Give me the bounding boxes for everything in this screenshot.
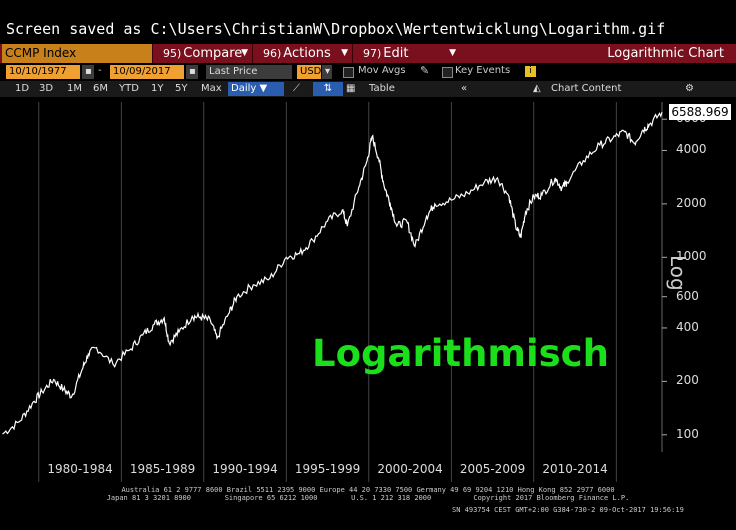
y-tick-label: 600 bbox=[676, 288, 699, 303]
menu-bar bbox=[0, 44, 736, 63]
gear-icon[interactable]: ⚙ bbox=[685, 83, 694, 94]
y-tick-label: 2000 bbox=[676, 195, 707, 210]
key-events-label: Key Events bbox=[455, 65, 511, 76]
compare-number: 95) bbox=[163, 47, 182, 60]
x-tick-label: 1990-1994 bbox=[212, 462, 278, 476]
chart-icon: ◭ bbox=[533, 83, 541, 94]
footer-line-2: Japan 81 3 3201 8900 Singapore 65 6212 1… bbox=[106, 494, 630, 502]
period-button-1d[interactable]: 1D bbox=[15, 83, 30, 94]
mov-avgs-label: Mov Avgs bbox=[358, 65, 406, 76]
chart-title: Logarithmic Chart bbox=[607, 46, 724, 61]
chart-type-icon[interactable]: ⇅ bbox=[313, 82, 343, 96]
actions-number: 96) bbox=[263, 47, 282, 60]
y-axis-title: Log bbox=[666, 255, 690, 291]
overlay-text: Logarithmisch bbox=[312, 332, 609, 375]
compare-label: Compare bbox=[183, 46, 243, 61]
y-tick-label: 400 bbox=[676, 319, 699, 334]
plot-area bbox=[0, 100, 662, 452]
collapse-icon[interactable]: « bbox=[461, 83, 468, 94]
grid bbox=[38, 102, 667, 482]
x-tick-label: 1995-1999 bbox=[294, 462, 361, 476]
period-button-3d[interactable]: 3D bbox=[39, 83, 54, 94]
period-button-max[interactable]: Max bbox=[201, 83, 222, 94]
pencil-icon[interactable]: ✎ bbox=[420, 64, 430, 77]
x-tick-label: 2005-2009 bbox=[459, 462, 526, 476]
save-notice: Screen saved as C:\Users\ChristianW\Drop… bbox=[6, 20, 666, 38]
last-value-label: 6588.969 bbox=[669, 103, 731, 120]
y-tick-label: 200 bbox=[676, 373, 699, 388]
x-tick-label: 2010-2014 bbox=[542, 462, 608, 476]
edit-button[interactable]: 97) Edit ▼ bbox=[352, 44, 460, 63]
chevron-down-icon[interactable]: ▾ bbox=[322, 65, 332, 79]
actions-label: Actions bbox=[283, 46, 331, 61]
x-tick-label: 1985-1989 bbox=[129, 462, 196, 476]
y-tick-label: 100 bbox=[676, 426, 699, 441]
currency-select[interactable]: USD bbox=[297, 65, 321, 79]
ticker-field[interactable]: CCMP Index bbox=[2, 44, 152, 63]
x-tick-label: 2000-2004 bbox=[377, 462, 443, 476]
compare-button[interactable]: 95) Compare ▼ bbox=[152, 44, 252, 63]
footer-session: SN 493754 CEST GMT+2:00 G384-730-2 09-Oc… bbox=[452, 506, 684, 514]
price-chart bbox=[2, 102, 667, 482]
chevron-down-icon: ▼ bbox=[241, 48, 248, 58]
settings-bar bbox=[0, 63, 736, 81]
frequency-select[interactable]: Daily ▼ bbox=[228, 82, 284, 96]
period-button-ytd[interactable]: YTD bbox=[119, 83, 139, 94]
start-date-field[interactable]: 10/10/1977 bbox=[6, 65, 80, 79]
end-date-field[interactable]: 10/09/2017 bbox=[110, 65, 184, 79]
period-button-1m[interactable]: 1M bbox=[67, 83, 82, 94]
edit-number: 97) bbox=[363, 47, 382, 60]
edit-label: Edit bbox=[383, 46, 409, 61]
price-line bbox=[2, 111, 663, 435]
line-chart-icon[interactable]: ⟋ bbox=[293, 83, 300, 94]
info-icon[interactable]: i bbox=[525, 66, 536, 77]
table-button[interactable]: Table bbox=[369, 83, 395, 94]
chevron-down-icon: ▼ bbox=[449, 48, 456, 58]
footer-line-1: Australia 61 2 9777 8600 Brazil 5511 239… bbox=[121, 486, 615, 494]
period-button-5y[interactable]: 5Y bbox=[175, 83, 188, 94]
chart-content-button[interactable]: Chart Content bbox=[551, 83, 622, 94]
date-separator: - bbox=[98, 65, 102, 76]
calendar-icon[interactable]: ▪ bbox=[82, 65, 94, 79]
y-tick-label: 1000 bbox=[676, 249, 707, 264]
chevron-down-icon: ▼ bbox=[341, 48, 348, 58]
table-icon: ▦ bbox=[346, 83, 356, 94]
period-button-6m[interactable]: 6M bbox=[93, 83, 108, 94]
price-field-select[interactable]: Last Price bbox=[206, 65, 292, 79]
y-tick-label: 4000 bbox=[676, 142, 707, 157]
x-tick-label: 1980-1984 bbox=[47, 462, 113, 476]
period-button-1y[interactable]: 1Y bbox=[151, 83, 164, 94]
mov-avgs-checkbox[interactable] bbox=[343, 67, 354, 78]
footer-contacts: Australia 61 2 9777 8600 Brazil 5511 239… bbox=[0, 486, 736, 502]
key-events-checkbox[interactable] bbox=[442, 67, 453, 78]
calendar-icon[interactable]: ▪ bbox=[186, 65, 198, 79]
actions-button[interactable]: 96) Actions ▼ bbox=[252, 44, 352, 63]
period-bar bbox=[0, 81, 736, 97]
